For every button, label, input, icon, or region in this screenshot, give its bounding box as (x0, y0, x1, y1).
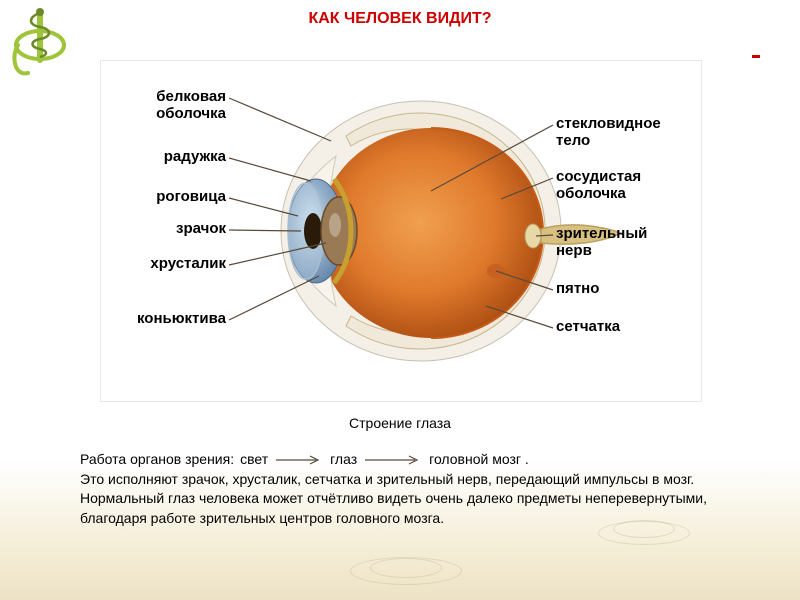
flow-step-3: головной мозг . (429, 450, 529, 470)
eye-label: коньюктива (116, 311, 226, 328)
eye-label: радужка (116, 149, 226, 166)
flow-step-1: свет (240, 450, 268, 470)
eye-label: сетчатка (556, 319, 620, 336)
paragraph-3: Нормальный глаз человека может отчётливо… (80, 489, 760, 528)
arrow-icon (363, 455, 423, 465)
eye-diagram: белковая оболочка радужка роговица зрачок хр… (100, 60, 702, 402)
eye-label: стекловидное тело (556, 116, 661, 149)
eye-label: пятно (556, 281, 599, 298)
eye-label: зрачок (116, 221, 226, 238)
flow-step-2: глаз (330, 450, 357, 470)
decorative-dash (752, 55, 760, 58)
eye-label: зрительный нерв (556, 226, 647, 259)
paragraph-2: Это исполняют зрачок, хрусталик, сетчатк… (80, 470, 760, 490)
arrow-icon (274, 455, 324, 465)
diagram-caption: Строение глаза (0, 415, 800, 431)
eye-label: сосудистая оболочка (556, 169, 641, 202)
flow-line: Работа органов зрения: свет глаз головно… (80, 450, 529, 470)
ripple-deco (370, 558, 442, 578)
eye-label: белковая оболочка (116, 89, 226, 122)
eye-label: хрусталик (116, 256, 226, 273)
page-title: КАК ЧЕЛОВЕК ВИДИТ? (0, 10, 800, 28)
flow-prefix: Работа органов зрения: (80, 450, 234, 470)
eye-label: роговица (116, 189, 226, 206)
body-text: Работа органов зрения: свет глаз головно… (80, 450, 760, 528)
